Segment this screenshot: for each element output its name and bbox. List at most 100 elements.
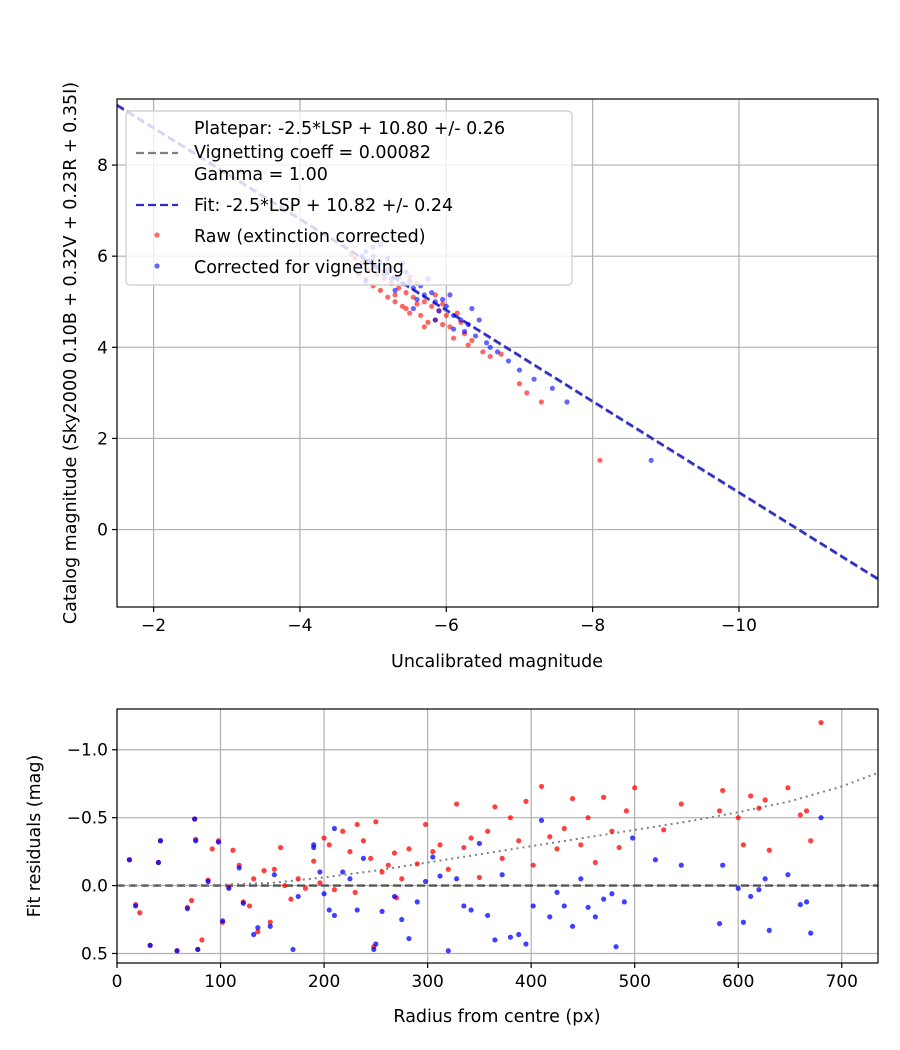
raw-point (255, 929, 261, 935)
x-tick-label: 600 (722, 972, 754, 992)
corrected-point (454, 876, 460, 882)
corrected-point (547, 914, 553, 920)
raw-extinction-corrected-point (538, 399, 545, 405)
corrected-point (267, 923, 273, 929)
raw-point (538, 783, 545, 790)
corrected-point (476, 840, 482, 847)
raw-point (661, 827, 667, 833)
corrected-point (215, 839, 222, 845)
corrected-point (340, 869, 346, 875)
corrected-point (530, 903, 536, 909)
corrected-point (240, 900, 246, 906)
corrected-point (317, 869, 323, 875)
corrected-for-vignetting-point (505, 358, 512, 364)
raw-point (766, 847, 772, 853)
corrected-point (174, 948, 180, 954)
corrected-point (716, 921, 723, 927)
corrected-point (785, 872, 791, 878)
raw-point (616, 844, 622, 851)
corrected-point (499, 872, 505, 878)
raw-point (507, 815, 514, 821)
bottom-ticks: 0 100 200 300 400 500 600 700 0.5 0.0 −0.5 −1.0 (67, 741, 858, 992)
y-tick-label: −1.0 (67, 741, 108, 761)
y-tick-label: 6 (97, 247, 108, 267)
x-tick-label: −8 (580, 616, 605, 636)
corrected-point (578, 876, 584, 882)
corrected-point (740, 919, 747, 925)
corrected-point (445, 948, 451, 954)
corrected-for-vignetting-point (516, 367, 523, 373)
raw-extinction-corrected-point (414, 301, 420, 307)
corrected-for-vignetting-point (410, 285, 416, 291)
legend-platepar-label: Platepar: -2.5*LSP + 10.80 +/- 0.26 (194, 119, 505, 139)
raw-point (578, 842, 584, 848)
corrected-for-vignetting-point (432, 317, 438, 323)
raw-extinction-corrected-point (524, 390, 530, 396)
corrected-for-vignetting-point (458, 317, 464, 323)
corrected-for-vignetting-point (465, 321, 471, 328)
y-tick-label: 0.0 (81, 877, 108, 897)
raw-point (267, 919, 273, 925)
corrected-point (538, 817, 545, 823)
x-tick-label: 100 (204, 972, 236, 992)
raw-point (347, 849, 353, 855)
raw-point (379, 869, 385, 875)
raw-point (468, 835, 474, 841)
top-axes-frame (116, 98, 879, 608)
raw-point (803, 808, 810, 814)
raw-point (317, 880, 323, 886)
bottom-x-axis-label: Radius from centre (px) (393, 1007, 600, 1027)
corrected-for-vignetting-point (436, 308, 442, 314)
legend-fit-label: Fit: -2.5*LSP + 10.82 +/- 0.24 (194, 196, 453, 216)
corrected-point (808, 930, 814, 936)
corrected-for-vignetting-point (461, 328, 468, 334)
corrected-point (251, 931, 257, 938)
raw-point (454, 801, 460, 807)
raw-extinction-corrected-point (443, 312, 449, 319)
corrected-for-vignetting-point (440, 296, 446, 303)
corrected-point (157, 838, 164, 844)
corrected-point (360, 855, 367, 862)
raw-extinction-corrected-point (597, 457, 603, 463)
corrected-point (399, 916, 405, 923)
corrected-for-vignetting-point (494, 349, 501, 355)
corrected-for-vignetting-point (476, 317, 482, 323)
corrected-point (437, 873, 443, 879)
raw-point (199, 937, 205, 943)
x-tick-label: −4 (287, 616, 312, 636)
corrected-for-vignetting-point (414, 296, 420, 303)
raw-point (485, 828, 491, 834)
raw-point (632, 785, 638, 791)
corrected-point (523, 941, 529, 947)
corrected-point (735, 885, 741, 891)
raw-point (499, 855, 505, 862)
raw-point (523, 798, 529, 804)
raw-extinction-corrected-point (429, 303, 435, 309)
corrected-point (507, 934, 514, 940)
raw-point (137, 910, 143, 916)
y-tick-label: 0.5 (81, 944, 108, 964)
y-tick-label: 8 (97, 156, 108, 176)
corrected-for-vignetting-point (483, 340, 490, 346)
raw-extinction-corrected-point (450, 335, 457, 341)
corrected-for-vignetting-point (531, 376, 537, 382)
corrected-for-vignetting-point (472, 333, 479, 339)
corrected-point (391, 893, 398, 900)
x-tick-label: 400 (515, 972, 547, 992)
x-tick-label: 0 (112, 972, 123, 992)
raw-point (561, 825, 567, 832)
corrected-point (748, 893, 754, 900)
raw-point (209, 846, 215, 852)
x-tick-label: −6 (434, 616, 459, 636)
raw-point (414, 861, 420, 867)
raw-extinction-corrected-point (377, 287, 384, 293)
corrected-point (430, 854, 436, 860)
raw-point (352, 889, 358, 895)
corrected-point (271, 872, 277, 878)
corrected-point (516, 931, 522, 938)
raw-point (391, 850, 398, 856)
raw-point (282, 882, 288, 889)
raw-extinction-corrected-point (418, 312, 424, 319)
corrected-point (797, 901, 803, 908)
